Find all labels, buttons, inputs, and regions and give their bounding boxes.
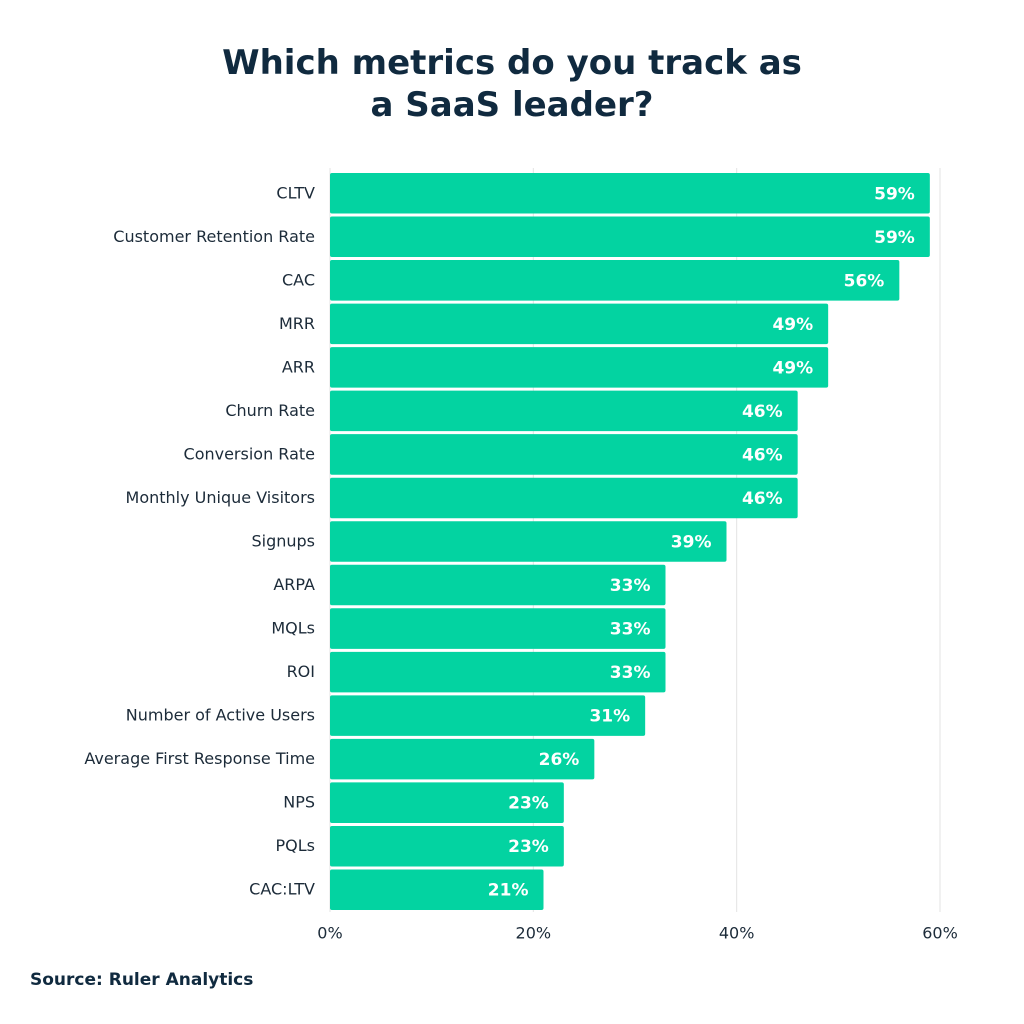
y-tick-label: ROI [287,662,315,681]
bar [330,303,829,345]
y-tick-label: CLTV [276,183,315,202]
source: Source: Ruler Analytics [30,970,254,990]
bar [330,825,564,867]
bar [330,477,798,519]
value-label: 49% [772,358,813,378]
y-tick-label: Monthly Unique Visitors [126,488,315,507]
y-tick-label: Number of Active Users [126,706,315,725]
bar [330,434,798,475]
bar [330,608,666,649]
value-label: 59% [874,184,915,204]
value-label: 33% [610,576,651,596]
x-tick-label: 40% [719,924,755,943]
y-tick-label: ARR [282,357,315,376]
value-label: 46% [742,445,783,465]
bar [330,390,798,432]
y-tick-label: NPS [283,793,315,812]
bar [330,347,829,388]
bar [330,651,666,693]
y-tick-label: Conversion Rate [184,444,315,463]
value-label: 21% [488,881,529,901]
bar [330,260,900,301]
value-label: 31% [589,707,630,727]
value-label: 59% [874,228,915,248]
value-label: 39% [671,533,712,553]
bar [330,695,646,736]
bar [330,738,595,780]
value-label: 23% [508,794,549,814]
y-tick-label: CAC:LTV [249,880,315,899]
value-label: 56% [844,271,885,291]
y-tick-label: Average First Response Time [84,749,315,768]
value-label: 46% [742,489,783,509]
bar [330,564,666,606]
y-tick-label: PQLs [276,836,316,855]
y-tick-label: Customer Retention Rate [113,227,315,246]
bar [330,869,544,910]
value-label: 23% [508,837,549,857]
bar [330,216,930,258]
x-tick-label: 60% [922,924,958,943]
x-tick-label: 0% [317,924,342,943]
y-tick-label: Signups [251,532,315,551]
bar [330,173,930,214]
y-tick-label: MRR [279,314,315,333]
value-label: 33% [610,663,651,683]
y-tick-label: ARPA [273,575,315,594]
y-tick-label: CAC [282,270,315,289]
chart-title: Which metrics do you track as a SaaS lea… [222,43,802,125]
x-tick-label: 20% [516,924,552,943]
value-label: 26% [539,750,580,770]
value-label: 49% [772,315,813,335]
bar [330,782,564,823]
value-label: 33% [610,620,651,640]
y-tick-label: MQLs [271,619,315,638]
value-label: 46% [742,402,783,422]
y-tick-label: Churn Rate [225,401,315,420]
bar [330,521,727,562]
